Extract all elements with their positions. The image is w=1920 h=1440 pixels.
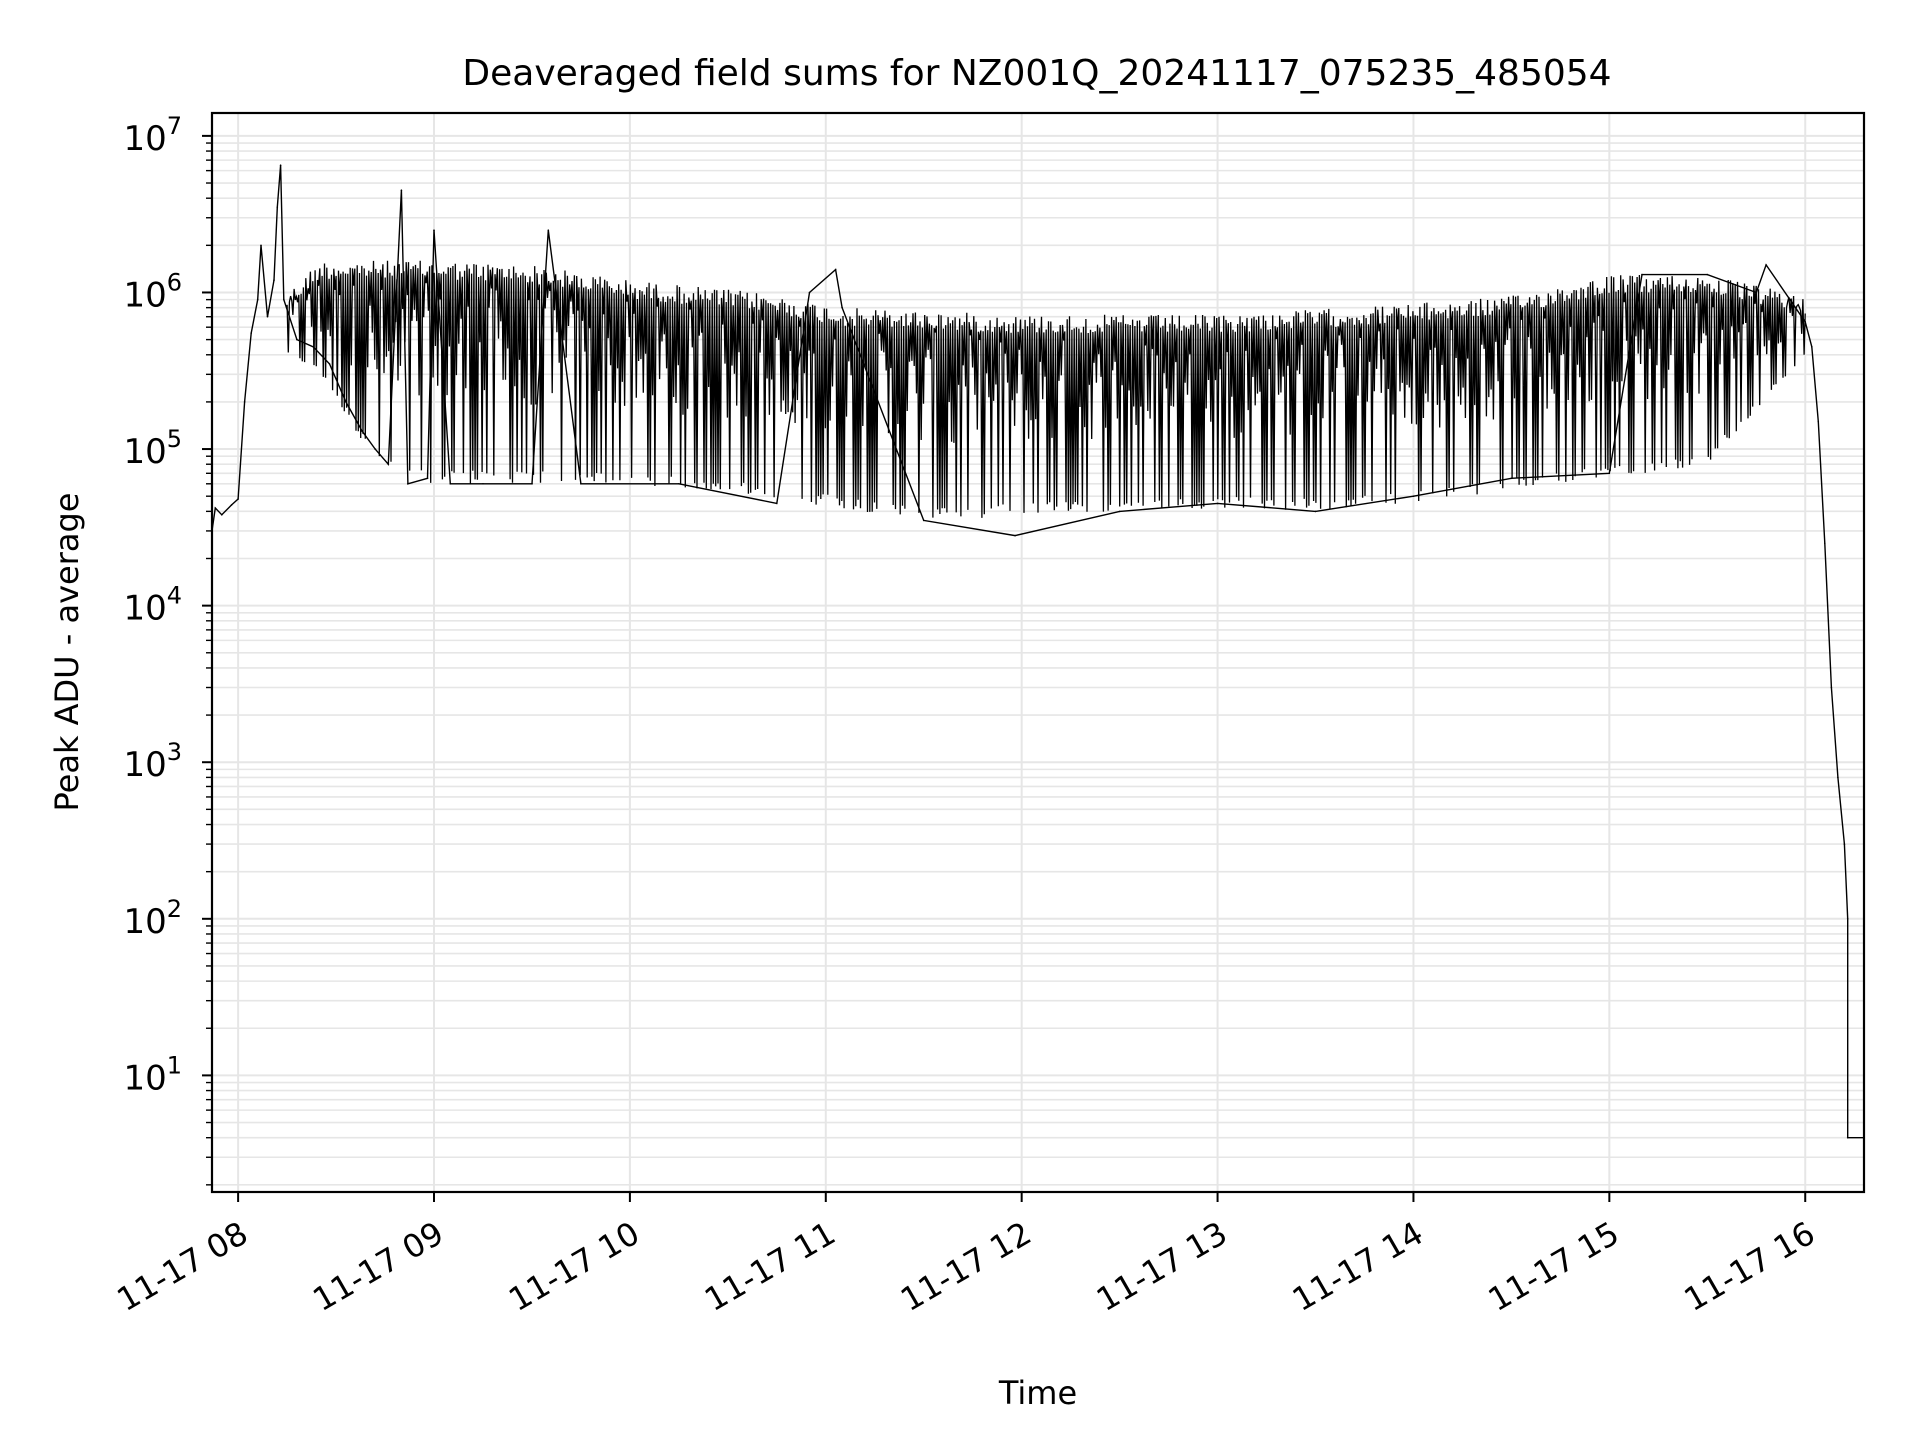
data-point bbox=[283, 298, 285, 301]
y-tick-label-base: 10 bbox=[123, 745, 166, 785]
data-point bbox=[312, 346, 315, 348]
data-point bbox=[250, 332, 252, 334]
y-tick-label: 107 bbox=[123, 112, 182, 159]
data-point bbox=[1216, 502, 1219, 505]
data-point bbox=[1510, 477, 1513, 480]
data-point bbox=[1817, 420, 1820, 423]
data-point bbox=[1755, 291, 1758, 294]
data-point bbox=[1811, 346, 1813, 348]
data-point bbox=[433, 229, 435, 231]
y-tick-label-base: 10 bbox=[123, 119, 166, 159]
data-point bbox=[221, 514, 223, 516]
y-tick-label-exponent: 6 bbox=[167, 268, 182, 296]
data-point bbox=[256, 298, 259, 301]
chart-title: Deaveraged field sums for NZ001Q_2024111… bbox=[462, 53, 1611, 94]
data-point bbox=[1804, 321, 1806, 323]
data-point bbox=[1706, 273, 1709, 276]
data-point bbox=[776, 502, 778, 505]
data-point bbox=[426, 477, 429, 480]
data-point bbox=[237, 498, 239, 500]
y-tick-label-exponent: 5 bbox=[167, 425, 182, 453]
data-point bbox=[1412, 495, 1415, 498]
y-tick-label-exponent: 1 bbox=[167, 1051, 182, 1079]
y-tick-label-exponent: 4 bbox=[167, 582, 182, 610]
data-point bbox=[243, 401, 246, 403]
data-point bbox=[547, 229, 550, 231]
data-point bbox=[1837, 776, 1839, 779]
y-axis-label: Peak ADU - average bbox=[48, 493, 86, 812]
data-point bbox=[1846, 1136, 1849, 1139]
data-point bbox=[374, 448, 377, 450]
data-point bbox=[345, 401, 347, 403]
y-tick-label-exponent: 7 bbox=[167, 112, 182, 140]
x-axis-label: Time bbox=[998, 1374, 1077, 1412]
y-tick-label: 103 bbox=[123, 738, 182, 785]
data-point bbox=[1014, 534, 1016, 537]
data-point bbox=[580, 483, 582, 485]
y-tick-label-exponent: 3 bbox=[167, 738, 182, 766]
data-point bbox=[296, 338, 298, 341]
data-point bbox=[834, 268, 837, 271]
data-point bbox=[922, 519, 925, 522]
data-point bbox=[449, 483, 452, 485]
y-tick-label-exponent: 2 bbox=[167, 895, 182, 923]
data-point bbox=[1830, 686, 1833, 689]
y-tick-label: 106 bbox=[123, 268, 182, 315]
y-tick-label-base: 10 bbox=[123, 1058, 166, 1098]
y-tick-label-base: 10 bbox=[123, 902, 166, 942]
y-tick-label: 102 bbox=[123, 895, 182, 942]
data-point bbox=[482, 483, 484, 485]
data-point bbox=[266, 315, 269, 318]
series-oscillation bbox=[286, 260, 1806, 518]
data-point bbox=[400, 189, 403, 191]
y-tick-label-base: 10 bbox=[123, 432, 166, 472]
data-point bbox=[1608, 472, 1611, 475]
data-point bbox=[678, 483, 680, 485]
data-point bbox=[1118, 510, 1121, 513]
data-point bbox=[808, 291, 811, 294]
data-point bbox=[214, 507, 217, 509]
y-tick-label: 105 bbox=[123, 425, 182, 472]
data-point bbox=[276, 206, 279, 209]
data-point bbox=[841, 306, 843, 309]
data-point bbox=[260, 244, 262, 247]
y-tick-label-base: 10 bbox=[123, 275, 166, 315]
data-point bbox=[1641, 273, 1643, 276]
data-point bbox=[407, 483, 409, 485]
data-point bbox=[1846, 918, 1849, 920]
data-point bbox=[387, 463, 390, 466]
data-point bbox=[1843, 843, 1846, 845]
y-tick-label: 101 bbox=[123, 1051, 182, 1098]
data-point bbox=[1765, 264, 1767, 266]
data-point bbox=[1314, 510, 1317, 513]
data-point bbox=[531, 483, 533, 485]
data-point bbox=[279, 164, 282, 166]
data-point bbox=[1824, 542, 1826, 545]
data-series bbox=[211, 164, 1865, 1139]
data-point bbox=[361, 430, 364, 433]
y-tick-label-base: 10 bbox=[123, 589, 166, 629]
data-point bbox=[273, 279, 275, 281]
data-point bbox=[328, 363, 331, 365]
y-tick-label: 104 bbox=[123, 582, 182, 629]
data-point bbox=[230, 504, 233, 506]
axis-ticks bbox=[202, 134, 1807, 1202]
